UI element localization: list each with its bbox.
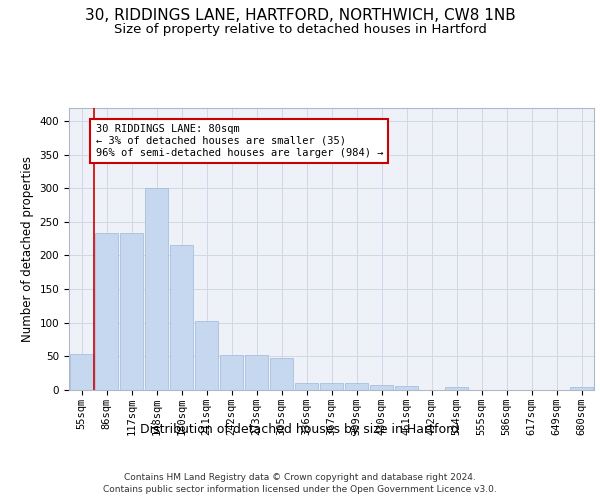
Bar	[269, 358, 293, 390]
Bar	[295, 384, 319, 390]
Bar	[344, 384, 368, 390]
Text: Distribution of detached houses by size in Hartford: Distribution of detached houses by size …	[140, 422, 460, 436]
Text: Size of property relative to detached houses in Hartford: Size of property relative to detached ho…	[113, 22, 487, 36]
Text: 30, RIDDINGS LANE, HARTFORD, NORTHWICH, CW8 1NB: 30, RIDDINGS LANE, HARTFORD, NORTHWICH, …	[85, 8, 515, 22]
Bar	[569, 388, 593, 390]
Bar	[194, 320, 218, 390]
Y-axis label: Number of detached properties: Number of detached properties	[21, 156, 34, 342]
Bar	[370, 386, 394, 390]
Bar	[445, 386, 469, 390]
Bar	[95, 234, 118, 390]
Text: Contains HM Land Registry data © Crown copyright and database right 2024.
Contai: Contains HM Land Registry data © Crown c…	[103, 472, 497, 494]
Bar	[70, 354, 94, 390]
Text: 30 RIDDINGS LANE: 80sqm
← 3% of detached houses are smaller (35)
96% of semi-det: 30 RIDDINGS LANE: 80sqm ← 3% of detached…	[95, 124, 383, 158]
Bar	[119, 234, 143, 390]
Bar	[170, 246, 193, 390]
Bar	[320, 384, 343, 390]
Bar	[145, 188, 169, 390]
Bar	[395, 386, 418, 390]
Bar	[220, 355, 244, 390]
Bar	[245, 355, 268, 390]
